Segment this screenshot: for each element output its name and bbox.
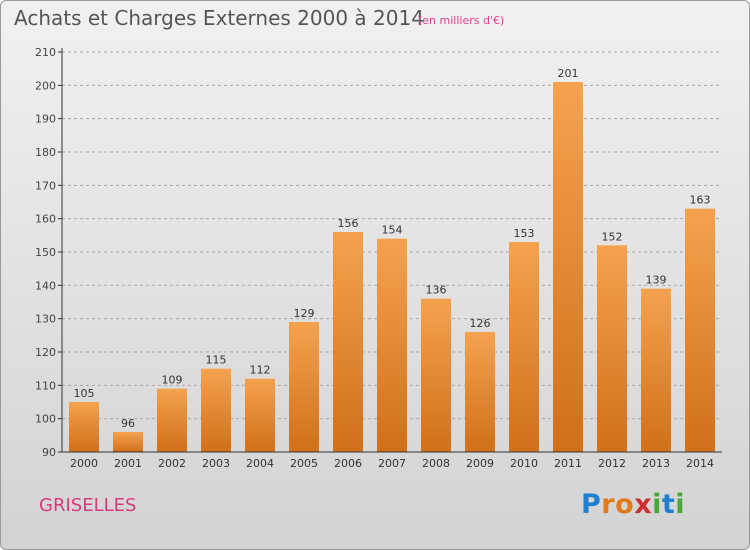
bar	[113, 432, 143, 452]
bar	[509, 242, 539, 452]
logo-letter: x	[634, 489, 653, 520]
y-tick-label: 100	[35, 413, 56, 426]
bar	[597, 245, 627, 452]
data-label: 96	[121, 417, 135, 430]
x-tick-label: 2004	[246, 457, 274, 470]
data-label: 154	[382, 224, 403, 237]
logo-letter: r	[601, 489, 616, 520]
data-label: 163	[690, 194, 711, 207]
logo-letter: i	[652, 489, 662, 520]
y-tick-label: 150	[35, 246, 56, 259]
bar	[465, 332, 495, 452]
bar	[289, 322, 319, 452]
x-tick-label: 2014	[686, 457, 714, 470]
x-tick-label: 2003	[202, 457, 230, 470]
x-tick-label: 2011	[554, 457, 582, 470]
data-label: 109	[162, 374, 183, 387]
town-name: GRISELLES	[39, 495, 137, 516]
x-tick-label: 2009	[466, 457, 494, 470]
labels: 90 100 110 120 130 140 150 160 170 180 190 200 210 10…	[35, 46, 714, 470]
x-tick-label: 2007	[378, 457, 406, 470]
data-label: 152	[602, 230, 623, 243]
y-tick-label: 130	[35, 313, 56, 326]
bar	[421, 298, 451, 452]
x-tick-label: 2006	[334, 457, 362, 470]
x-tick-label: 2000	[70, 457, 98, 470]
chart-subtitle: (en milliers d'€)	[418, 14, 505, 27]
data-label: 136	[426, 284, 447, 297]
proxiti-logo[interactable]: Proxiti	[581, 489, 685, 520]
data-label: 126	[470, 317, 491, 330]
y-tick-label: 190	[35, 113, 56, 126]
x-tick-label: 2013	[642, 457, 670, 470]
y-tick-label: 200	[35, 79, 56, 92]
y-tick-label: 90	[42, 446, 56, 459]
bar	[201, 368, 231, 452]
bar	[157, 388, 187, 452]
y-tick-label: 160	[35, 213, 56, 226]
x-tick-label: 2005	[290, 457, 318, 470]
bar	[377, 238, 407, 452]
bar	[245, 378, 275, 452]
axes	[58, 48, 722, 453]
x-tick-label: 2012	[598, 457, 626, 470]
bar	[333, 232, 363, 452]
y-tick-label: 170	[35, 179, 56, 192]
y-tick-label: 210	[35, 46, 56, 59]
logo-letter: P	[581, 489, 602, 520]
data-label: 115	[206, 354, 227, 367]
bars	[69, 82, 715, 452]
y-tick-label: 140	[35, 279, 56, 292]
logo-letter: o	[615, 489, 635, 520]
y-tick-label: 120	[35, 346, 56, 359]
x-tick-label: 2001	[114, 457, 142, 470]
data-label: 156	[338, 217, 359, 230]
x-tick-label: 2002	[158, 457, 186, 470]
logo-letter: i	[675, 489, 686, 520]
data-label: 129	[294, 307, 315, 320]
bar	[685, 208, 715, 452]
x-tick-label: 2008	[422, 457, 450, 470]
y-tick-label: 110	[35, 379, 56, 392]
y-tick-label: 180	[35, 146, 56, 159]
bar	[553, 82, 583, 452]
bar	[69, 402, 99, 452]
data-label: 105	[74, 387, 95, 400]
data-label: 153	[514, 227, 535, 240]
data-label: 201	[558, 67, 579, 80]
chart-title: Achats et Charges Externes 2000 à 2014	[14, 6, 424, 30]
data-label: 112	[250, 364, 271, 377]
bar	[641, 288, 671, 452]
logo-letter: t	[661, 489, 676, 520]
x-tick-label: 2010	[510, 457, 538, 470]
data-label: 139	[646, 274, 667, 287]
